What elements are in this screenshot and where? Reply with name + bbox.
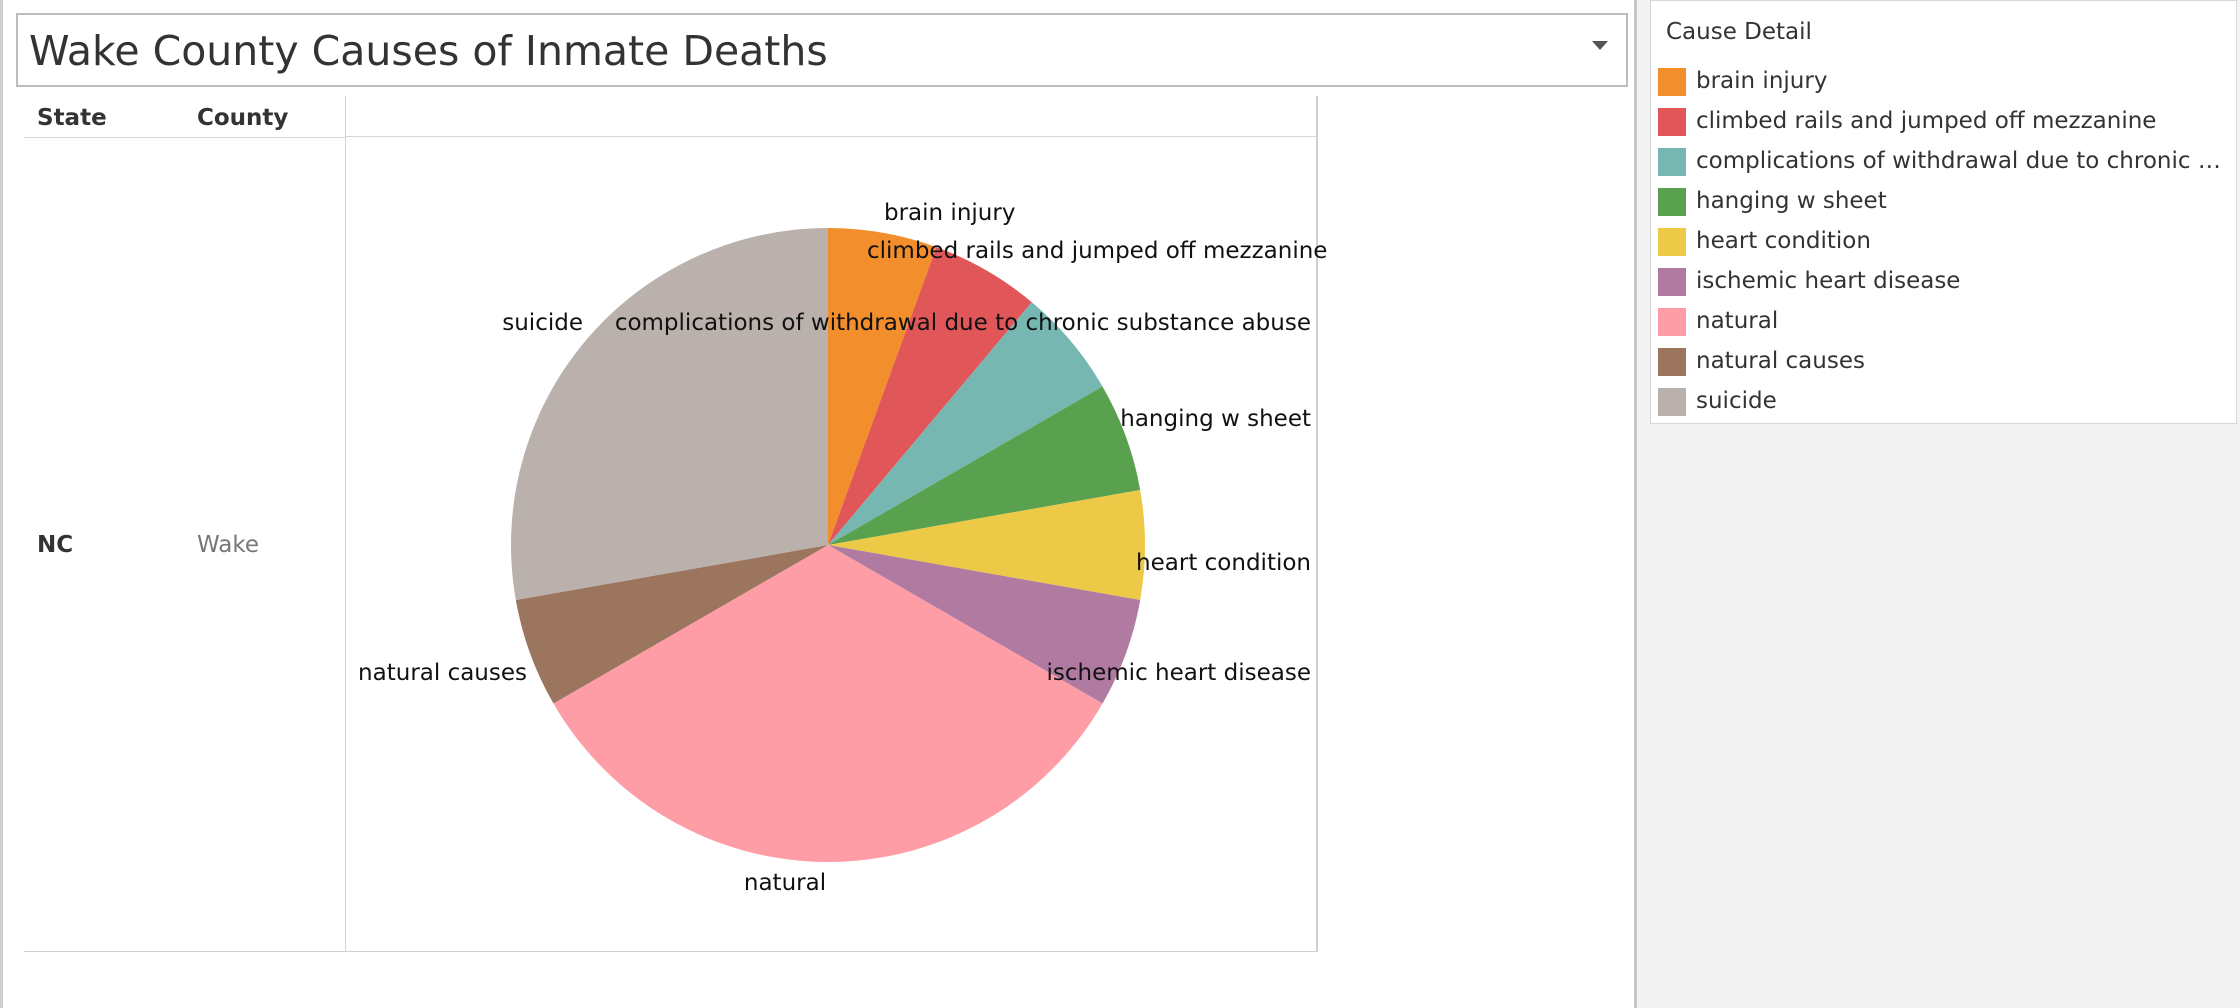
county-column-header[interactable]: County [197,105,289,131]
legend-label: natural causes [1696,348,1865,374]
legend-label: complications of withdrawal due to chron… [1696,148,2230,174]
county-cell: Wake [197,532,260,558]
legend-label: natural [1696,308,1779,334]
legend-swatch [1658,188,1686,216]
pie-slice-brain-injury[interactable] [828,228,937,545]
legend-item[interactable]: climbed rails and jumped off mezzanine [1651,105,2236,145]
legend-swatch [1658,268,1686,296]
legend-swatch [1658,68,1686,96]
legend-swatch [1658,388,1686,416]
chart-pane [346,96,1318,952]
chart-header-divider [346,136,1318,137]
pie-slice-heart-condition[interactable] [828,489,1145,601]
pie-slice-climbed-rails-and-jumped-off-mezzanine[interactable] [828,247,1032,545]
pie-slice-natural-causes[interactable] [515,545,828,704]
legend-item[interactable]: natural causes [1651,345,2236,385]
state-cell: NC [37,532,74,558]
legend-item[interactable]: ischemic heart disease [1651,265,2236,305]
legend-label: brain injury [1696,68,1828,94]
legend-swatch [1658,308,1686,336]
legend-item[interactable]: hanging w sheet [1651,185,2236,225]
pie-slice-complications-of-withdrawal-due-to-chronic-substance-abuse[interactable] [828,302,1103,545]
legend-swatch [1658,108,1686,136]
pie-slice-ischemic-heart-disease[interactable] [828,545,1141,704]
legend-list: brain injury climbed rails and jumped of… [1651,65,2236,425]
row-header: State County [24,96,346,138]
legend-swatch [1658,228,1686,256]
state-column-header[interactable]: State [37,105,107,131]
legend-item[interactable]: suicide [1651,385,2236,425]
legend-item[interactable]: complications of withdrawal due to chron… [1651,145,2236,185]
legend-label: heart condition [1696,228,1871,254]
legend-item[interactable]: natural [1651,305,2236,345]
legend-label: climbed rails and jumped off mezzanine [1696,108,2157,134]
legend-label: hanging w sheet [1696,188,1887,214]
title-bar: Wake County Causes of Inmate Deaths [16,13,1628,87]
table-row: NC Wake [24,138,346,952]
pane-divider [345,96,346,952]
page-title: Wake County Causes of Inmate Deaths [29,27,828,75]
legend-swatch [1658,148,1686,176]
legend-item[interactable]: brain injury [1651,65,2236,105]
legend-item[interactable]: heart condition [1651,225,2236,265]
pie-slice-hanging-w-sheet[interactable] [828,386,1141,546]
legend-title: Cause Detail [1666,19,1812,45]
legend-swatch [1658,348,1686,376]
chevron-down-icon[interactable] [1592,41,1608,50]
pie-slice-suicide[interactable] [511,228,828,601]
legend-label: ischemic heart disease [1696,268,1961,294]
legend: Cause Detail brain injury climbed rails … [1650,0,2237,424]
legend-label: suicide [1696,388,1777,414]
